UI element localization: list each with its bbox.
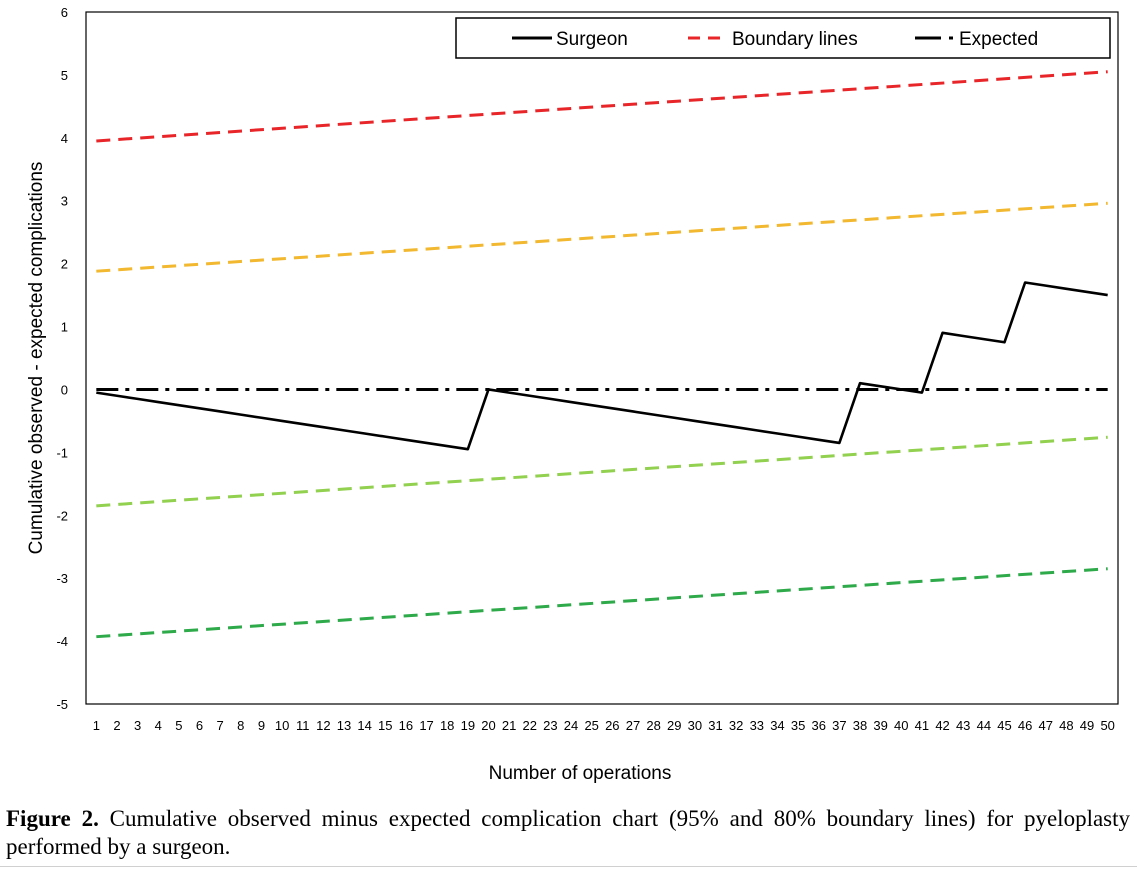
caption-label: Figure 2.: [6, 806, 99, 831]
x-tick-label: 23: [543, 718, 557, 733]
series-line-surgeon-000000: [96, 281, 1108, 451]
x-tick-label: 21: [502, 718, 516, 733]
y-tick-label: -2: [56, 508, 68, 523]
legend-label-boundary-lines: Boundary lines: [732, 29, 858, 50]
y-tick-label: -5: [56, 697, 68, 712]
x-tick-label: 38: [853, 718, 867, 733]
x-tick-label: 1: [93, 718, 100, 733]
x-tick-label: 11: [296, 718, 310, 733]
y-tick-label: 6: [61, 5, 68, 20]
legend-label-surgeon: Surgeon: [556, 29, 628, 50]
x-tick-label: 41: [915, 718, 929, 733]
bottom-divider: [0, 866, 1137, 867]
x-tick-label: 10: [275, 718, 289, 733]
x-tick-label: 30: [688, 718, 702, 733]
x-tick-label: 27: [626, 718, 640, 733]
x-tick-label: 50: [1100, 718, 1114, 733]
x-tick-label: 17: [419, 718, 433, 733]
x-tick-label: 15: [378, 718, 392, 733]
series-lines: [96, 70, 1108, 639]
x-tick-label: 14: [357, 718, 371, 733]
x-tick-label: 37: [832, 718, 846, 733]
x-tick-label: 47: [1039, 718, 1053, 733]
y-tick-labels: -5 -4 -3 -2 -1 0 1 2 3 4 5 6: [56, 5, 68, 712]
x-tick-label: 8: [237, 718, 244, 733]
x-tick-label: 42: [935, 718, 949, 733]
y-tick-label: 4: [61, 131, 68, 146]
x-tick-label: 9: [258, 718, 265, 733]
x-tick-label: 24: [564, 718, 578, 733]
x-tick-label: 33: [750, 718, 764, 733]
x-tick-label: 46: [1018, 718, 1032, 733]
series-line-boundary-f2b830: [96, 201, 1108, 273]
y-tick-label: 0: [61, 382, 68, 397]
caption-text: Cumulative observed minus expected compl…: [6, 806, 1131, 859]
y-tick-label: 2: [61, 257, 68, 272]
x-tick-label: 7: [217, 718, 224, 733]
x-tick-label: 36: [811, 718, 825, 733]
x-tick-labels: 1 2 3 4 5 6 7 8 9 10 11 12 13 14 15 16 17 18 19 20 21 22 23 24 2…: [93, 718, 1115, 733]
legend-box: [455, 17, 1111, 59]
y-tick-label: -4: [56, 634, 68, 649]
figure-caption: Figure 2. Cumulative observed minus expe…: [6, 805, 1130, 861]
legend-label-expected: Expected: [959, 29, 1038, 50]
x-tick-label: 28: [646, 718, 660, 733]
x-tick-label: 34: [770, 718, 784, 733]
series-line-boundary-lines-e8262a: [96, 70, 1108, 143]
x-tick-label: 29: [667, 718, 681, 733]
x-tick-label: 13: [337, 718, 351, 733]
x-tick-label: 43: [956, 718, 970, 733]
x-axis-title: Number of operations: [489, 763, 672, 784]
y-tick-label: 5: [61, 68, 68, 83]
y-tick-label: 1: [61, 320, 68, 335]
x-tick-label: 32: [729, 718, 743, 733]
y-tick-label: -1: [56, 445, 68, 460]
y-tick-label: 3: [61, 194, 68, 209]
x-tick-label: 19: [461, 718, 475, 733]
series-line-boundary-92d050: [96, 435, 1108, 508]
x-tick-label: 35: [791, 718, 805, 733]
x-tick-label: 45: [997, 718, 1011, 733]
x-tick-label: 16: [399, 718, 413, 733]
x-tick-label: 2: [113, 718, 120, 733]
x-tick-label: 48: [1059, 718, 1073, 733]
x-tick-label: 49: [1080, 718, 1094, 733]
x-tick-label: 6: [196, 718, 203, 733]
legend: Surgeon Boundary lines Expected: [455, 17, 1111, 59]
x-tick-label: 22: [523, 718, 537, 733]
x-tick-label: 12: [316, 718, 330, 733]
x-tick-label: 4: [155, 718, 162, 733]
x-tick-label: 39: [873, 718, 887, 733]
x-tick-label: 31: [708, 718, 722, 733]
x-tick-label: 26: [605, 718, 619, 733]
x-tick-label: 5: [175, 718, 182, 733]
x-tick-label: 18: [440, 718, 454, 733]
x-tick-label: 3: [134, 718, 141, 733]
x-tick-label: 44: [977, 718, 991, 733]
y-tick-label: -3: [56, 571, 68, 586]
x-tick-label: 40: [894, 718, 908, 733]
plot-area: [85, 11, 1119, 705]
y-axis-title: Cumulative observed - expected complicat…: [26, 162, 47, 555]
series-line-boundary-2eaa4a: [96, 567, 1108, 639]
x-tick-label: 25: [584, 718, 598, 733]
x-tick-label: 20: [481, 718, 495, 733]
